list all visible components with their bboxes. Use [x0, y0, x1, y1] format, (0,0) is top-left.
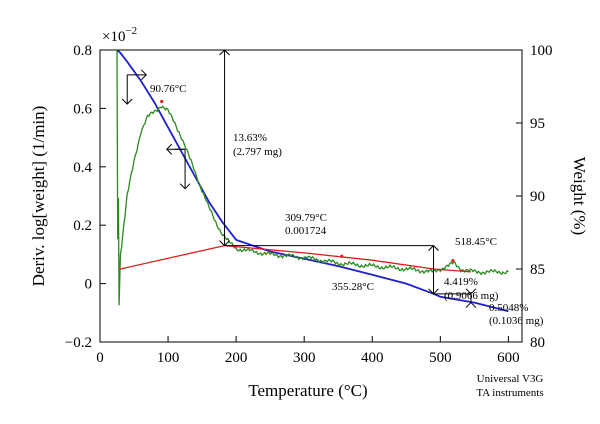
peak-marker	[451, 259, 455, 263]
y-right-tick-label: 95	[530, 116, 545, 132]
annotation-onset: 309.79°C	[285, 212, 327, 224]
x-tick-label: 600	[497, 350, 520, 366]
annotation-onset-value: 0.001724	[285, 225, 327, 237]
y-right-label: Weight (%)	[570, 157, 589, 235]
annotation-step-2-mass: (0.9066 mg)	[444, 290, 499, 302]
y-right-tick-label: 100	[530, 43, 553, 59]
instrument-footnote: Universal V3G	[477, 373, 544, 385]
y-left-tick-label: 0.8	[73, 43, 92, 59]
arrow-head	[428, 244, 439, 251]
x-tick-label: 100	[157, 350, 180, 366]
x-tick-label: 300	[293, 350, 316, 366]
y-axis-left: −0.2 0 0.2 0.4 0.6 0.8	[65, 43, 106, 351]
step-arrows	[117, 49, 477, 308]
annotation-step-1-mass: (2.797 mg)	[233, 146, 282, 158]
y-multiplier: ×10−2	[102, 25, 137, 45]
x-tick-label: 400	[361, 350, 384, 366]
y-left-tick-label: 0.2	[73, 218, 92, 234]
annotation-step-3: 0.5048%	[489, 302, 528, 314]
series-line	[116, 49, 509, 313]
y-left-tick-label: 0	[85, 277, 93, 293]
annotation-step-3-mass: (0.1036 mg)	[489, 315, 544, 327]
x-axis-label: Temperature (°C)	[248, 381, 367, 400]
y-right-tick-label: 80	[530, 335, 545, 351]
y-left-tick-label: 0.4	[73, 160, 92, 176]
arrow-head	[219, 240, 230, 247]
peak-label-1: 90.76°C	[150, 83, 187, 95]
x-tick-label: 200	[225, 350, 248, 366]
series-group	[116, 49, 509, 313]
arrow-head	[465, 288, 477, 295]
x-tick-label: 500	[429, 350, 452, 366]
arrow-head	[165, 143, 173, 155]
annotation-step-1: 13.63%	[233, 132, 267, 144]
arrow-head	[140, 69, 147, 81]
peak-label-2: 518.45°C	[455, 236, 497, 248]
y-left-tick-label: 0.6	[73, 101, 92, 117]
series-line	[116, 49, 509, 306]
y-axis-right: 80 85 90 95 100	[516, 43, 553, 351]
y-right-tick-label: 85	[530, 262, 545, 278]
peak-marker	[340, 254, 344, 258]
series-line	[120, 244, 472, 273]
peak-marker	[160, 99, 164, 104]
arrow-head	[121, 98, 133, 105]
annotation-step-2: 4.419%	[444, 276, 478, 288]
y-right-tick-label: 90	[530, 189, 545, 205]
peak-label-3: 355.28°C	[332, 281, 374, 293]
arrow-head	[179, 183, 191, 190]
y-left-tick-label: −0.2	[65, 335, 92, 351]
x-tick-label: 0	[96, 350, 104, 366]
arrow-head	[219, 49, 230, 56]
arrow-head	[465, 301, 477, 308]
arrow-head	[428, 288, 439, 295]
x-axis: 0 100 200 300 400 500 600	[96, 336, 520, 366]
y-left-label: Deriv. log[weight] (1/min)	[29, 106, 48, 287]
instrument-footnote-2: TA instruments	[476, 387, 543, 399]
